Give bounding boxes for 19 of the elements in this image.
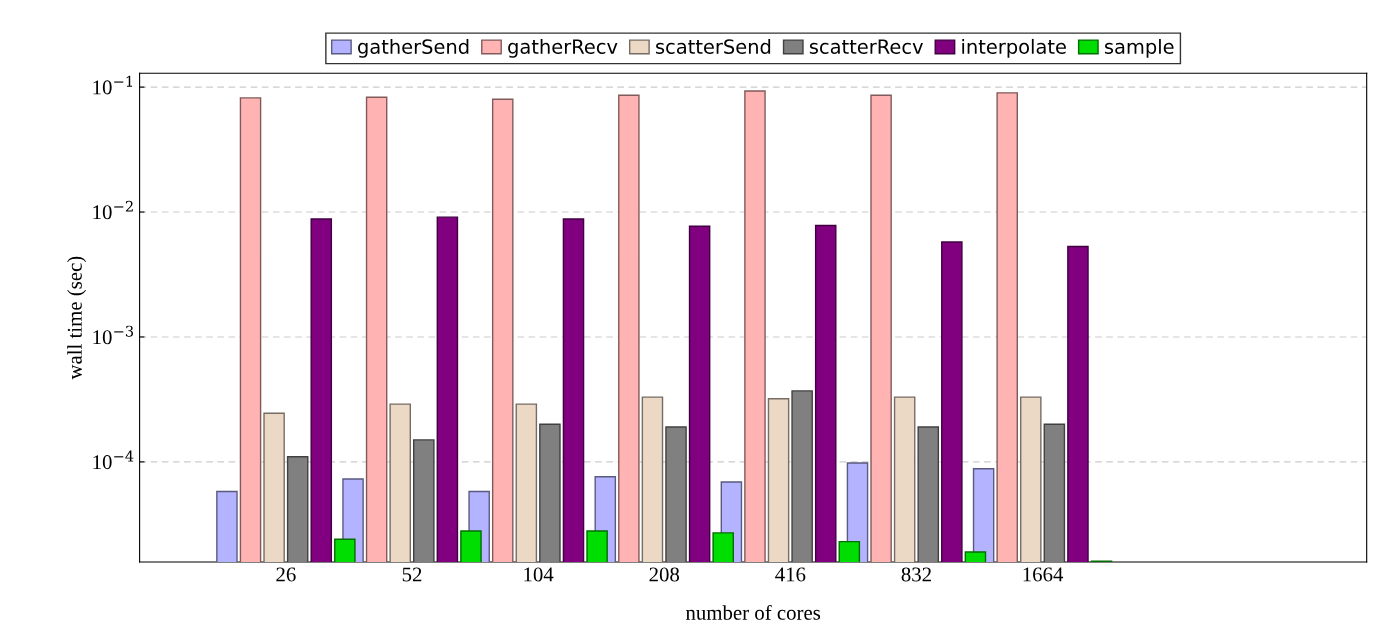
legend-label: sample (1104, 38, 1174, 58)
x-tick-label: 1664 (1023, 567, 1064, 582)
legend-label: gatherSend (358, 38, 469, 58)
x-tick-label: 104 (524, 567, 554, 582)
x-tick-label: 832 (901, 567, 931, 582)
y-tick-label: 10$^{−3}$ (93, 325, 134, 345)
y-tick-label: 10$^{−2}$ (93, 200, 133, 220)
legend-label: scatterRecv (809, 39, 923, 54)
legend-label: scatterSend (656, 38, 771, 54)
x-tick-label: 416 (775, 567, 806, 582)
legend-label: gatherRecv (508, 38, 618, 58)
x-tick-label: 208 (649, 567, 680, 582)
x-tick-label: 26 (276, 567, 296, 582)
y-tick-label: 10$^{−1}$ (93, 75, 133, 95)
y-axis-title: wall time (sec) (67, 256, 87, 380)
x-tick-label: 52 (402, 567, 422, 582)
y-tick-label: 10$^{−4}$ (93, 450, 134, 470)
legend-label: interpolate (962, 38, 1066, 58)
x-axis-title: number of cores (685, 604, 821, 620)
